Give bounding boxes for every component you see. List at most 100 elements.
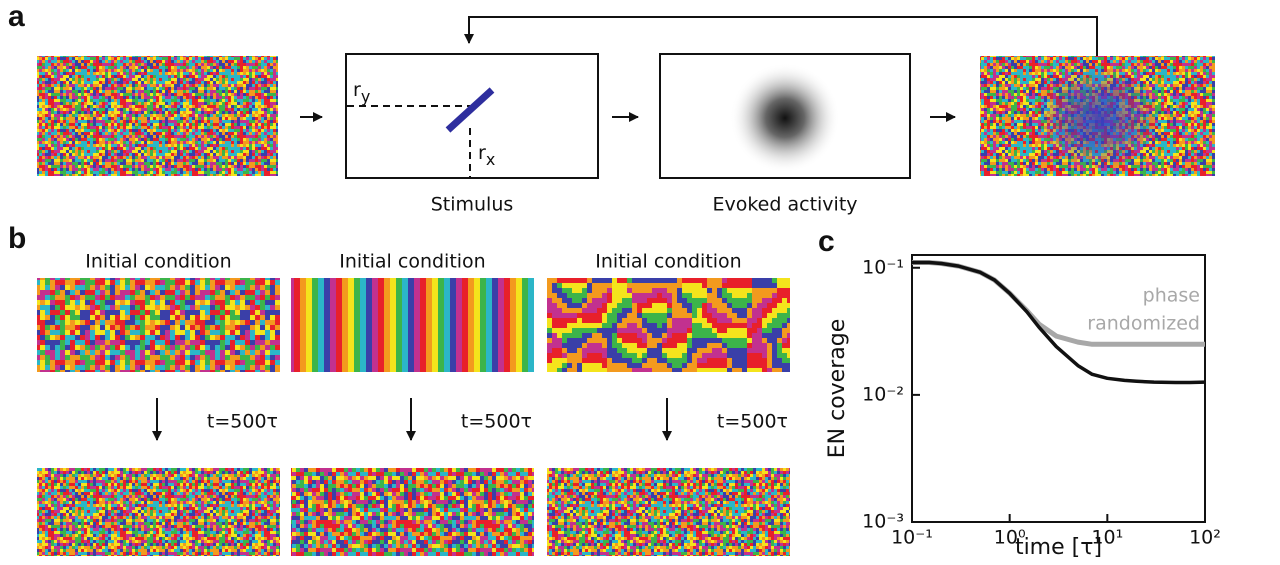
- pinwheel-cell: [562, 363, 567, 368]
- pinwheel-cell: [747, 298, 752, 303]
- pinwheel-cell: [577, 348, 582, 353]
- pinwheel-cell: [747, 363, 752, 368]
- pinwheel-cell: [572, 368, 577, 372]
- pinwheel-cell: [782, 288, 787, 293]
- pinwheel-cell: [737, 298, 742, 303]
- pinwheel-cell: [777, 298, 782, 303]
- pinwheel-cell: [572, 353, 577, 358]
- pinwheel-cell: [607, 358, 612, 363]
- pinwheel-cell: [742, 288, 747, 293]
- pinwheel-cell: [567, 358, 572, 363]
- pinwheel-cell: [577, 318, 582, 323]
- pinwheel-cell: [597, 343, 602, 348]
- time-label: t=500τ: [717, 411, 788, 433]
- pinwheel-cell: [697, 293, 702, 298]
- pinwheel-cell: [632, 343, 637, 348]
- pinwheel-cell: [617, 303, 622, 308]
- pinwheel-cell: [627, 288, 632, 293]
- pinwheel-cell: [607, 368, 612, 372]
- pinwheel-cell: [677, 298, 682, 303]
- pinwheel-cell: [737, 293, 742, 298]
- pinwheel-cell: [737, 328, 742, 333]
- pinwheel-cell: [637, 323, 642, 328]
- pinwheel-cell: [617, 298, 622, 303]
- pinwheel-cell: [737, 303, 742, 308]
- pinwheel-cell: [702, 333, 707, 338]
- pinwheel-cell: [647, 328, 652, 333]
- pinwheel-cell: [707, 333, 712, 338]
- pinwheel-cell: [547, 288, 552, 293]
- pinwheel-cell: [582, 338, 587, 343]
- pinwheel-cell: [777, 358, 782, 363]
- pinwheel-cell: [717, 283, 722, 288]
- pinwheel-cell: [647, 313, 652, 318]
- pinwheel-cell: [662, 348, 667, 353]
- pinwheel-cell: [612, 368, 617, 372]
- pinwheel-cell: [647, 343, 652, 348]
- pinwheel-cell: [687, 313, 692, 318]
- pinwheel-cell: [742, 338, 747, 343]
- pinwheel-cell: [647, 338, 652, 343]
- pinwheel-cell: [557, 328, 562, 333]
- pinwheel-cell: [637, 303, 642, 308]
- pinwheel-cell: [637, 368, 642, 372]
- pinwheel-cell: [617, 348, 622, 353]
- pinwheel-cell: [622, 353, 627, 358]
- pinwheel-cell: [722, 298, 727, 303]
- pinwheel-cell: [547, 278, 552, 283]
- pinwheel-cell: [762, 323, 767, 328]
- pinwheel-cell: [597, 333, 602, 338]
- caption: Evoked activity: [712, 194, 857, 216]
- pinwheel-cell: [692, 348, 697, 353]
- pinwheel-cell: [587, 323, 592, 328]
- pinwheel-cell: [787, 333, 790, 338]
- pinwheel-cell: [697, 358, 702, 363]
- pinwheel-cell: [727, 278, 732, 283]
- pinwheel-cell: [727, 308, 732, 313]
- pinwheel-cell: [767, 358, 772, 363]
- pinwheel-cell: [752, 338, 757, 343]
- pinwheel-cell: [642, 368, 647, 372]
- pinwheel-cell: [717, 363, 722, 368]
- pinwheel-cell: [557, 353, 562, 358]
- label: rx: [478, 142, 495, 169]
- pinwheel-cell: [702, 318, 707, 323]
- pinwheel-cell: [582, 328, 587, 333]
- pinwheel-cell: [682, 318, 687, 323]
- pinwheel-cell: [632, 353, 637, 358]
- pinwheel-cell: [652, 308, 657, 313]
- pinwheel-cell: [547, 348, 552, 353]
- pinwheel-cell: [582, 358, 587, 363]
- pinwheel-cell: [767, 343, 772, 348]
- pinwheel-cell: [767, 348, 772, 353]
- pinwheel-cell: [572, 338, 577, 343]
- pinwheel-cell: [642, 363, 647, 368]
- pinwheel-cell: [732, 358, 737, 363]
- pinwheel-cell: [667, 368, 672, 372]
- pinwheel-cell: [767, 303, 772, 308]
- pinwheel-cell: [627, 293, 632, 298]
- pinwheel-cell: [732, 288, 737, 293]
- pinwheel-cell: [642, 313, 647, 318]
- pinwheel-cell: [577, 363, 582, 368]
- pinwheel-cell: [622, 288, 627, 293]
- pinwheel-cell: [692, 293, 697, 298]
- pinwheel-cell: [762, 293, 767, 298]
- pinwheel-cell: [667, 353, 672, 358]
- pinwheel-cell: [727, 328, 732, 333]
- chart: 10⁻³ 10⁻² 10⁻¹ 10⁻¹ 10⁰ 10¹ 10² time [τ] EN cove…: [825, 254, 1221, 560]
- x-axis-label: time [τ]: [1015, 535, 1102, 560]
- pinwheel-cell: [727, 358, 732, 363]
- pinwheel-cell: [757, 363, 762, 368]
- pinwheel-cell: [737, 283, 742, 288]
- pinwheel-cell: [732, 308, 737, 313]
- pinwheel-cell: [552, 308, 557, 313]
- pinwheel-cell: [682, 363, 687, 368]
- pinwheel-cell: [552, 328, 557, 333]
- pinwheel-cell: [617, 363, 622, 368]
- pinwheel-cell: [567, 328, 572, 333]
- pinwheel-cell: [557, 338, 562, 343]
- pinwheel-cell: [647, 293, 652, 298]
- pinwheel-cell: [707, 288, 712, 293]
- pinwheel-cell: [677, 288, 682, 293]
